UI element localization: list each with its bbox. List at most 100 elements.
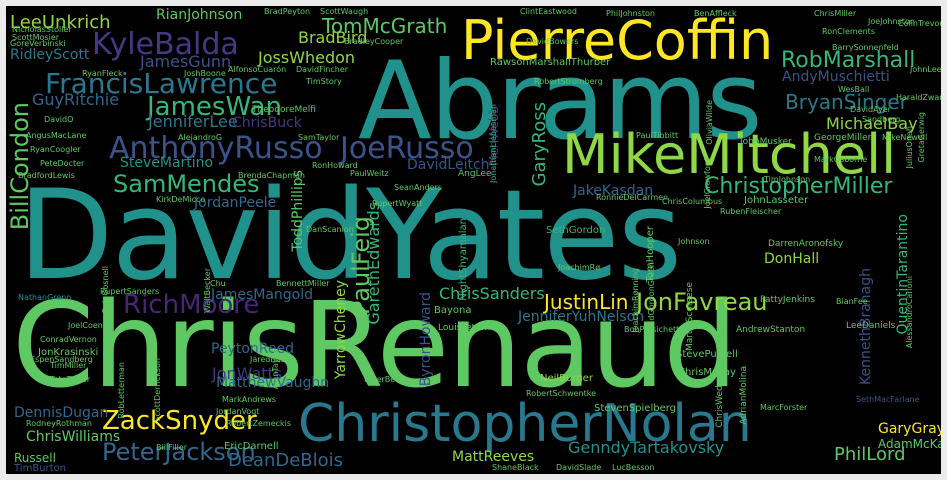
word-chris-williams: ChrisWilliams <box>26 429 121 445</box>
word-george-miller: GeorgeMiller <box>814 133 872 143</box>
word-bob-persichetti: BobPersichetti <box>624 325 682 334</box>
word-ronnie-del-carmen: RonnieDelCarmen <box>596 193 669 202</box>
word-russell: Russell <box>14 451 56 465</box>
word-colin-trevorrow: ColinTrevorrow <box>898 19 941 28</box>
word-jennifer-yuh-nelson: JenniferYuhNelson <box>518 309 645 325</box>
word-peter-berg: PeterBerg <box>364 375 404 384</box>
word-nathan-greno: NathanGreno <box>18 293 72 302</box>
word-chris-columbus: ChrisColumbus <box>662 197 723 206</box>
word-david-fincher: DavidFincher <box>296 65 349 74</box>
word-rob-marshall: RobMarshall <box>781 48 916 73</box>
word-scott-waugh: ScottWaugh <box>320 7 369 16</box>
word-christopher-miller: ChristopherMiller <box>704 174 893 199</box>
word-bennett: BennettMiller <box>276 279 330 288</box>
word-harald-zwart: HaraldZwart <box>896 93 941 102</box>
word-gore-verbinski: GoreVerbinski <box>10 39 66 48</box>
word-sam-taylor: SamTaylor <box>298 133 340 142</box>
word-louis-leterrier: LouisLeterrier <box>438 323 500 333</box>
word-david-gordon-green: DavidGordonGreen <box>647 262 656 339</box>
word-anthony-russo: AnthonyRusso <box>109 131 323 166</box>
word-chris-miller: ChrisMiller <box>814 9 857 18</box>
word-guy-ritchie: GuyRitchie <box>32 90 120 109</box>
word-james-gunn: JamesGunn <box>140 52 232 71</box>
word-genndy-tartakovsky: GenndyTartakovsky <box>568 438 725 457</box>
word-joachim-ronning: JoachimRønning <box>631 268 640 333</box>
word-tim-miller: TimMiller <box>50 361 87 370</box>
word-chu: Chu <box>210 279 226 288</box>
word-joachim-r: JoachimRø <box>558 263 601 272</box>
word-seth-gordon: SethGordon <box>546 225 606 236</box>
word-jake-kasdan: JakeKasdan <box>573 183 654 199</box>
word-gary-gray: GaryGray <box>878 421 941 437</box>
word-angus-maclane: AngusMacLane <box>26 131 87 140</box>
word-brenda-chapman: BrendaChapman <box>238 171 305 180</box>
word-alan-taylor: AlanTaylor <box>271 348 280 390</box>
word-todd-phillips: ToddPhillips <box>290 170 306 252</box>
word-sandberg: Sandberg <box>862 115 901 124</box>
word-alejandro-g: AlejandroG <box>178 133 223 142</box>
word-jared-bush: JaredBush <box>250 355 291 364</box>
word-joe-johnston: JoeJohnston <box>868 17 915 26</box>
word-tim-burton: TimBurton <box>14 463 67 474</box>
word-michael-bay: MichaelBay <box>826 114 918 133</box>
word-jon-krasinski: JonKrasinski <box>38 347 99 358</box>
word-john-lee-hancock: JohnLeeHancock <box>910 65 941 74</box>
word-cloud: Abrams DavidYates ChrisRenaud PierreCoffin M… <box>6 6 941 474</box>
word-james-mangold: JamesMangold <box>211 287 314 303</box>
word-rupert-sanders: RupertSanders <box>100 287 160 296</box>
word-ryan-coogler: RyanCoogler <box>30 145 81 154</box>
word-walt-becker: WaltBecker <box>203 268 212 314</box>
word-dean-deblois: DeanDeBlois <box>228 450 344 471</box>
word-matthew-vaughn: MatthewVaughn <box>216 375 330 391</box>
word-wes-ball: WesBall <box>838 85 870 94</box>
word-christopher-nolan: ChristopherNolan <box>298 394 752 454</box>
word-john-lasseter: JohnLasseter <box>744 195 809 206</box>
word-steve-purcell: StevePurcell <box>676 349 738 360</box>
word-sam-mendes: SamMendes <box>113 170 260 198</box>
word-luc-besson: LucBesson <box>612 463 655 472</box>
word-rupert-wyatt: RupertWyatt <box>372 199 423 208</box>
word-chris-renaud: ChrisRenaud <box>12 276 738 414</box>
word-conrad-vernon: ConradVernon <box>40 335 97 344</box>
word-ryan-fleck: RyanFleck <box>82 69 123 78</box>
word-rodney-rothman: RodneyRothman <box>26 419 92 428</box>
word-kirk-demicco: KirkDeMicco <box>156 195 206 204</box>
word-zack-snyder: ZackSnyder <box>102 406 257 436</box>
word-gary-ross: GaryRoss <box>529 102 550 187</box>
word-johnson: Johnson <box>678 237 710 246</box>
word-rian-johnson: RianJohnson <box>156 7 243 23</box>
word-seth-macfarlane: SethMacFarlane <box>856 395 920 404</box>
word-kyle-balda: KyleBalda <box>92 27 239 62</box>
word-adrian-molina: AdrianMolina <box>739 366 749 425</box>
word-david-ayer: DavidAyer <box>850 105 891 114</box>
word-barry-sonnenfeld: BarrySonnenfeld <box>832 43 899 52</box>
word-paul-tibbitt: PaulTibbitt <box>636 131 679 140</box>
word-robert-schwentke: RobertSchwentke <box>526 389 597 398</box>
word-bryan-singer: BryanSinger <box>785 90 908 114</box>
word-don-hall: DonHall <box>764 251 820 267</box>
word-josh-boone: JoshBoone <box>184 69 226 78</box>
word-james-wan: JamesWan <box>147 92 282 122</box>
word-ridley-scott: RidleyScott <box>10 47 90 63</box>
word-nicholas-stoller: NicholasStoller <box>12 25 72 34</box>
word-pete-docter: PeteDocter <box>40 159 85 168</box>
word-jon-watts: JonWatts <box>212 364 283 383</box>
word-chris-buck: ChrisBuck <box>232 115 302 131</box>
word-chris-wedge: ChrisWedge <box>715 374 725 428</box>
word-jennifer-lee: JenniferLee <box>148 112 238 131</box>
word-ron-clements: RonClements <box>822 27 875 36</box>
word-matt-reeves: MattReeves <box>452 449 535 465</box>
word-joss-whedon: JossWhedon <box>258 48 356 67</box>
word-theodore-melfi: TheodoreMelfi <box>252 105 316 115</box>
word-martin-scorsese: MartinScorsese <box>685 282 695 352</box>
word-alessandro-carloni: AlessandroCarloni <box>905 276 914 349</box>
word-ruben-fleischer: RubenFleischer <box>720 207 782 216</box>
word-scott-derrickson: ScottDerrickson <box>153 358 162 422</box>
word-dennis-dugan: DennisDugan <box>14 405 109 421</box>
word-ron-howard: RonHoward <box>312 161 358 170</box>
word-francis-lawrence: FrancisLawrence <box>45 67 278 100</box>
word-marc-forster: MarcForster <box>760 403 808 412</box>
word-joel-crawford: JoelCrawford <box>703 158 712 209</box>
word-phil-johnston: PhilJohnston <box>606 9 656 18</box>
word-joe-russo: JoeRusso <box>340 131 474 166</box>
